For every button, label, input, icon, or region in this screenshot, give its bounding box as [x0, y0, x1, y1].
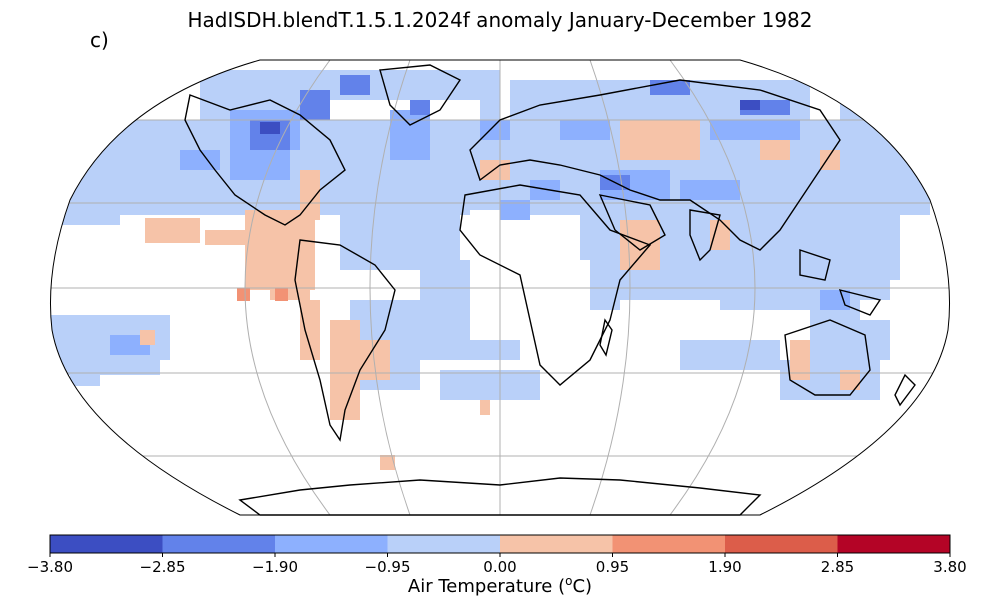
colorbar-tick-label: −0.95	[364, 558, 411, 576]
colorbar-tick-label: 1.90	[708, 558, 742, 576]
colorbar-label: Air Temperature (oC)	[0, 574, 1000, 597]
colorbar-ticks	[49, 553, 951, 557]
colorbar-bin	[837, 535, 951, 553]
colorbar-label-unit: C)	[572, 576, 593, 597]
coastlines	[184, 64, 916, 516]
colorbar-bin	[500, 535, 613, 553]
colorbar-tick-label: −2.85	[139, 558, 186, 576]
colorbar-tick-label: 2.85	[820, 558, 855, 576]
anomaly-grid-cells	[50, 70, 940, 470]
colorbar-label-text: Air Temperature (	[407, 576, 566, 597]
colorbar-bin	[612, 535, 726, 553]
colorbar-bin	[50, 535, 163, 553]
colorbar-tick-label: −3.80	[27, 558, 73, 576]
colorbar-bin	[725, 535, 838, 553]
colorbar-tick-label: 0.95	[595, 558, 630, 576]
panel-label: c)	[90, 28, 109, 52]
colorbar-tick-label: 0.00	[483, 558, 517, 576]
colorbar-tick-label: 3.80	[933, 558, 967, 576]
graticule	[50, 60, 950, 515]
colorbar	[50, 535, 951, 553]
colorbar-bin	[275, 535, 388, 553]
map-boundary	[50, 59, 950, 516]
colorbar-bin	[162, 535, 276, 553]
colorbar-label-superscript: o	[565, 574, 573, 588]
map-title: HadISDH.blendT.1.5.1.2024f anomaly Janua…	[187, 8, 813, 32]
colorbar-bin	[387, 535, 501, 553]
colorbar-tick-label: −1.90	[252, 558, 298, 576]
